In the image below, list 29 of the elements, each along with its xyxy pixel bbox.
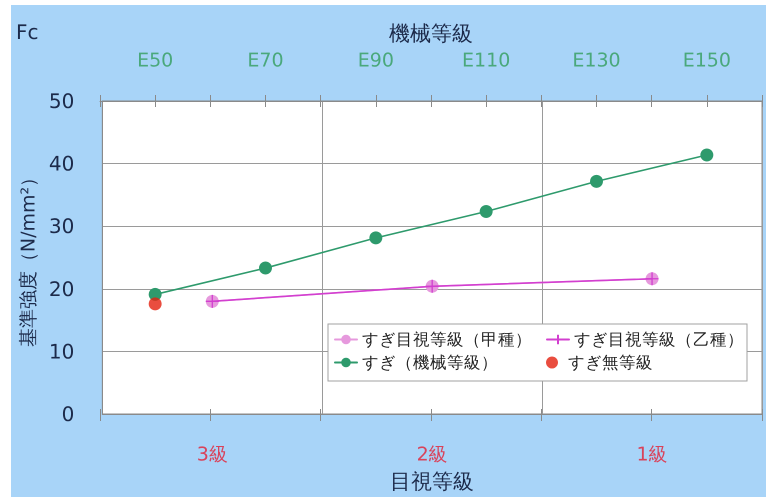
y-tick-label: 30 (48, 214, 74, 238)
x-tick-label: E70 (247, 50, 284, 72)
legend-label: すぎ目視等級（甲種） (362, 330, 532, 349)
x-tick-label: E110 (462, 50, 510, 72)
x-axis-title: 目視等級 (390, 470, 474, 494)
point (480, 205, 493, 218)
y-tick-label: 40 (48, 152, 74, 176)
x-axis-title: 機械等級 (389, 22, 473, 46)
x-tick-label: 1級 (636, 444, 668, 466)
point (590, 174, 603, 188)
point (148, 297, 162, 310)
y-tick-label: 20 (48, 276, 74, 301)
y-tick-label: 10 (48, 339, 74, 364)
x-tick-label: 3級 (196, 444, 228, 466)
x-tick-label: E50 (137, 50, 174, 72)
legend-label: すぎ目視等級（乙種） (574, 330, 744, 349)
x-tick-label: E90 (358, 50, 394, 72)
y-axis-title: 基準強度（N/mm²） (18, 168, 40, 348)
x-tick-label: 2級 (416, 444, 448, 466)
x-tick-label: E130 (572, 50, 621, 72)
point (700, 148, 714, 162)
x-tick-label: E150 (682, 50, 731, 72)
y-tick-label: 0 (62, 402, 74, 426)
point (369, 231, 382, 244)
legend-label: すぎ（機械等級） (362, 353, 498, 372)
text: Fc (16, 20, 38, 44)
legend-label: すぎ無等級 (568, 353, 653, 372)
y-tick-label: 50 (48, 89, 74, 113)
point (259, 262, 272, 275)
